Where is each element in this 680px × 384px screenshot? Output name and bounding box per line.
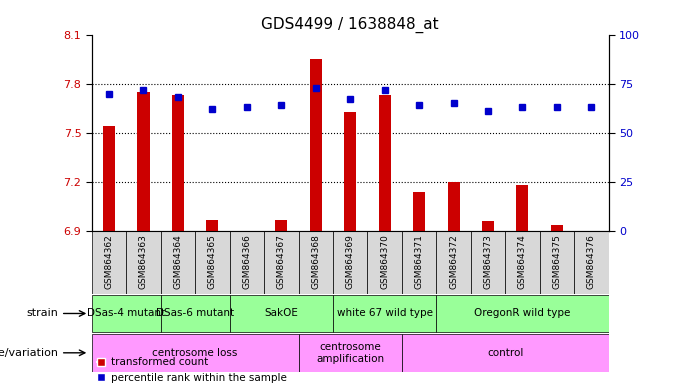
Text: GSM864373: GSM864373	[483, 234, 492, 289]
Bar	[402, 334, 609, 372]
Text: GSM864368: GSM864368	[311, 234, 320, 289]
Bar	[206, 220, 218, 231]
Text: GSM864366: GSM864366	[242, 234, 252, 289]
Bar	[367, 231, 402, 294]
Bar	[309, 59, 322, 231]
Text: OregonR wild type: OregonR wild type	[474, 308, 571, 318]
Text: GSM864371: GSM864371	[415, 234, 424, 289]
Legend: transformed count, percentile rank within the sample: transformed count, percentile rank withi…	[97, 358, 286, 382]
Text: GSM864363: GSM864363	[139, 234, 148, 289]
Bar	[92, 295, 160, 333]
Text: genotype/variation: genotype/variation	[0, 348, 58, 358]
Text: GSM864376: GSM864376	[587, 234, 596, 289]
Bar	[482, 222, 494, 231]
Bar	[413, 192, 425, 231]
Text: GSM864372: GSM864372	[449, 234, 458, 289]
Bar	[126, 231, 160, 294]
Bar	[379, 95, 391, 231]
Bar	[402, 231, 437, 294]
Text: SakOE: SakOE	[265, 308, 299, 318]
Title: GDS4499 / 1638848_at: GDS4499 / 1638848_at	[261, 17, 439, 33]
Bar	[92, 231, 126, 294]
Bar	[230, 231, 264, 294]
Text: GSM864364: GSM864364	[173, 234, 182, 289]
Bar	[540, 231, 574, 294]
Bar	[447, 182, 460, 231]
Bar	[172, 95, 184, 231]
Bar	[437, 295, 609, 333]
Bar	[551, 225, 563, 231]
Text: white 67 wild type: white 67 wild type	[337, 308, 432, 318]
Bar	[264, 231, 299, 294]
Bar	[574, 231, 609, 294]
Bar	[241, 231, 253, 235]
Bar	[471, 231, 505, 294]
Bar	[275, 220, 288, 231]
Text: control: control	[487, 348, 524, 358]
Text: GSM864375: GSM864375	[552, 234, 562, 289]
Bar	[299, 231, 333, 294]
Text: DSas-6 mutant: DSas-6 mutant	[156, 308, 234, 318]
Bar	[230, 295, 333, 333]
Text: centrosome loss: centrosome loss	[152, 348, 238, 358]
Text: DSas-4 mutant: DSas-4 mutant	[87, 308, 165, 318]
Bar	[505, 231, 540, 294]
Text: GSM864374: GSM864374	[518, 234, 527, 289]
Bar	[585, 231, 598, 233]
Bar	[333, 231, 367, 294]
Text: GSM864365: GSM864365	[208, 234, 217, 289]
Text: GSM864362: GSM864362	[105, 234, 114, 289]
Text: strain: strain	[27, 308, 58, 318]
Text: GSM864367: GSM864367	[277, 234, 286, 289]
Bar	[437, 231, 471, 294]
Bar	[160, 295, 230, 333]
Bar	[92, 334, 299, 372]
Text: centrosome
amplification: centrosome amplification	[316, 342, 384, 364]
Text: GSM864369: GSM864369	[345, 234, 355, 289]
Bar	[344, 112, 356, 231]
Bar	[195, 231, 230, 294]
Bar	[333, 295, 437, 333]
Bar	[516, 185, 528, 231]
Text: GSM864370: GSM864370	[380, 234, 389, 289]
Bar	[299, 334, 402, 372]
Bar	[103, 126, 115, 231]
Bar	[160, 231, 195, 294]
Bar	[137, 92, 150, 231]
